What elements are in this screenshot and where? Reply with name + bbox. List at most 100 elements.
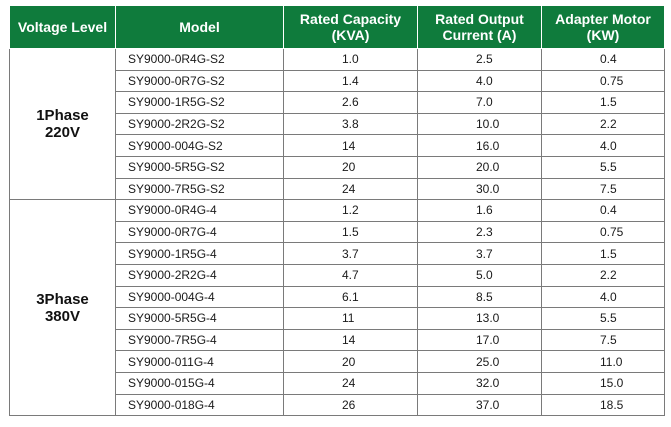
adapter-motor-cell: 1.5 [541, 242, 665, 265]
adapter-motor-cell: 2.2 [541, 112, 665, 136]
rated-capacity-cell: 2.6 [283, 91, 418, 114]
header-rated-capacity: Rated Capacity (KVA) [283, 5, 418, 49]
adapter-motor-cell: 5.5 [541, 155, 665, 179]
model-cell: SY9000-018G-4 [115, 393, 284, 417]
table-row: 3Phase 380V SY9000-0R4G-4 1.2 1.6 0.4 [9, 199, 665, 417]
inverter-spec-table: Voltage Level Model Rated Capacity (KVA) … [9, 5, 665, 417]
header-adapter-motor-line2: (KW) [586, 27, 620, 43]
rated-current-cell: 3.7 [417, 242, 542, 265]
table-row: SY9000-0R7G-4 1.5 2.3 0.75 [10, 220, 665, 244]
rated-capacity-cell: 4.7 [283, 263, 418, 287]
rated-capacity-cell: 20 [283, 350, 418, 373]
header-rated-current-line2: Current (A) [442, 27, 517, 43]
rated-current-cell: 37.0 [417, 393, 542, 417]
model-cell: SY9000-0R4G-4 [115, 199, 284, 222]
rated-capacity-cell: 1.2 [283, 199, 418, 222]
model-cell: SY9000-2R2G-S2 [115, 112, 284, 136]
adapter-motor-cell: 5.5 [541, 307, 665, 330]
adapter-motor-cell: 2.2 [541, 263, 665, 287]
table-row: SY9000-015G-4 24 32.0 15.0 [10, 371, 665, 395]
model-cell: SY9000-7R5G-4 [115, 328, 284, 352]
rated-capacity-cell: 1.0 [283, 48, 418, 71]
rated-capacity-cell: 1.5 [283, 220, 418, 244]
adapter-motor-cell: 11.0 [541, 350, 665, 373]
rated-capacity-cell: 3.7 [283, 242, 418, 265]
header-row: Voltage Level Model Rated Capacity (KVA) … [9, 5, 665, 49]
model-cell: SY9000-2R2G-4 [115, 263, 284, 287]
adapter-motor-cell: 0.75 [541, 220, 665, 244]
model-cell: SY9000-011G-4 [115, 350, 284, 373]
rated-capacity-cell: 24 [283, 371, 418, 395]
voltage-level-phase: 3Phase [36, 290, 89, 308]
header-rated-current: Rated Output Current (A) [417, 5, 542, 49]
model-cell: SY9000-0R4G-S2 [115, 48, 284, 71]
model-cell: SY9000-1R5G-4 [115, 242, 284, 265]
table-row: SY9000-004G-S2 14 16.0 4.0 [10, 134, 665, 157]
adapter-motor-cell: 15.0 [541, 371, 665, 395]
adapter-motor-cell: 0.75 [541, 69, 665, 93]
rated-capacity-cell: 3.8 [283, 112, 418, 136]
adapter-motor-cell: 18.5 [541, 393, 665, 417]
rated-current-cell: 13.0 [417, 307, 542, 330]
table-body: 1Phase 220V SY9000-0R4G-S2 1.0 2.5 0.4 SY9000-… [9, 47, 665, 417]
rated-current-cell: 32.0 [417, 371, 542, 395]
model-cell: SY9000-004G-4 [115, 285, 284, 309]
rated-capacity-cell: 11 [283, 307, 418, 330]
adapter-motor-cell: 0.4 [541, 199, 665, 222]
model-cell: SY9000-004G-S2 [115, 134, 284, 157]
table-row: SY9000-5R5G-S2 20 20.0 5.5 [10, 155, 665, 179]
table-row: SY9000-004G-4 6.1 8.5 4.0 [10, 285, 665, 309]
table-row: 1Phase 220V SY9000-0R4G-S2 1.0 2.5 0.4 [9, 47, 665, 201]
rated-capacity-cell: 1.4 [283, 69, 418, 93]
table-row: SY9000-7R5G-S2 24 30.0 7.5 [10, 177, 665, 201]
model-cell: SY9000-5R5G-S2 [115, 155, 284, 179]
rated-capacity-cell: 20 [283, 155, 418, 179]
model-cell: SY9000-7R5G-S2 [115, 177, 284, 201]
model-cell: SY9000-0R7G-4 [115, 220, 284, 244]
adapter-motor-cell: 7.5 [541, 328, 665, 352]
header-rated-current-line1: Rated Output [435, 11, 524, 27]
rated-capacity-cell: 6.1 [283, 285, 418, 309]
rated-current-cell: 17.0 [417, 328, 542, 352]
rated-current-cell: 16.0 [417, 134, 542, 157]
rated-current-cell: 4.0 [417, 69, 542, 93]
rated-capacity-cell: 14 [283, 328, 418, 352]
voltage-level-cell: 3Phase 380V [9, 199, 116, 417]
voltage-level-phase: 1Phase [36, 107, 89, 125]
adapter-motor-cell: 0.4 [541, 48, 665, 71]
voltage-level-voltage: 380V [44, 307, 81, 325]
table-row: SY9000-2R2G-S2 3.8 10.0 2.2 [10, 112, 665, 136]
header-adapter-motor: Adapter Motor (KW) [541, 5, 665, 49]
header-rated-capacity-line1: Rated Capacity [299, 11, 402, 27]
model-cell: SY9000-015G-4 [115, 371, 284, 395]
header-model: Model [115, 5, 284, 49]
rated-current-cell: 8.5 [417, 285, 542, 309]
rated-current-cell: 1.6 [417, 199, 542, 222]
header-rated-capacity-line2: (KVA) [331, 27, 370, 43]
table-row: SY9000-018G-4 26 37.0 18.5 [10, 393, 665, 417]
voltage-level-voltage: 220V [44, 124, 81, 142]
rated-current-cell: 7.0 [417, 91, 542, 114]
rated-current-cell: 2.3 [417, 220, 542, 244]
model-cell: SY9000-0R7G-S2 [115, 69, 284, 93]
rated-capacity-cell: 26 [283, 393, 418, 417]
rated-current-cell: 5.0 [417, 263, 542, 287]
rated-capacity-cell: 14 [283, 134, 418, 157]
table-row: SY9000-2R2G-4 4.7 5.0 2.2 [10, 263, 665, 287]
adapter-motor-cell: 4.0 [541, 134, 665, 157]
rated-current-cell: 30.0 [417, 177, 542, 201]
adapter-motor-cell: 4.0 [541, 285, 665, 309]
table-row: SY9000-7R5G-4 14 17.0 7.5 [10, 328, 665, 352]
adapter-motor-cell: 7.5 [541, 177, 665, 201]
header-voltage-level: Voltage Level [9, 5, 116, 49]
rated-current-cell: 10.0 [417, 112, 542, 136]
voltage-level-cell: 1Phase 220V [9, 47, 116, 201]
model-cell: SY9000-1R5G-S2 [115, 91, 284, 114]
model-cell: SY9000-5R5G-4 [115, 307, 284, 330]
rated-capacity-cell: 24 [283, 177, 418, 201]
rated-current-cell: 2.5 [417, 48, 542, 71]
rated-current-cell: 25.0 [417, 350, 542, 373]
header-adapter-motor-line1: Adapter Motor [555, 11, 651, 27]
rated-current-cell: 20.0 [417, 155, 542, 179]
spec-table-container: Voltage Level Model Rated Capacity (KVA) … [9, 5, 665, 423]
